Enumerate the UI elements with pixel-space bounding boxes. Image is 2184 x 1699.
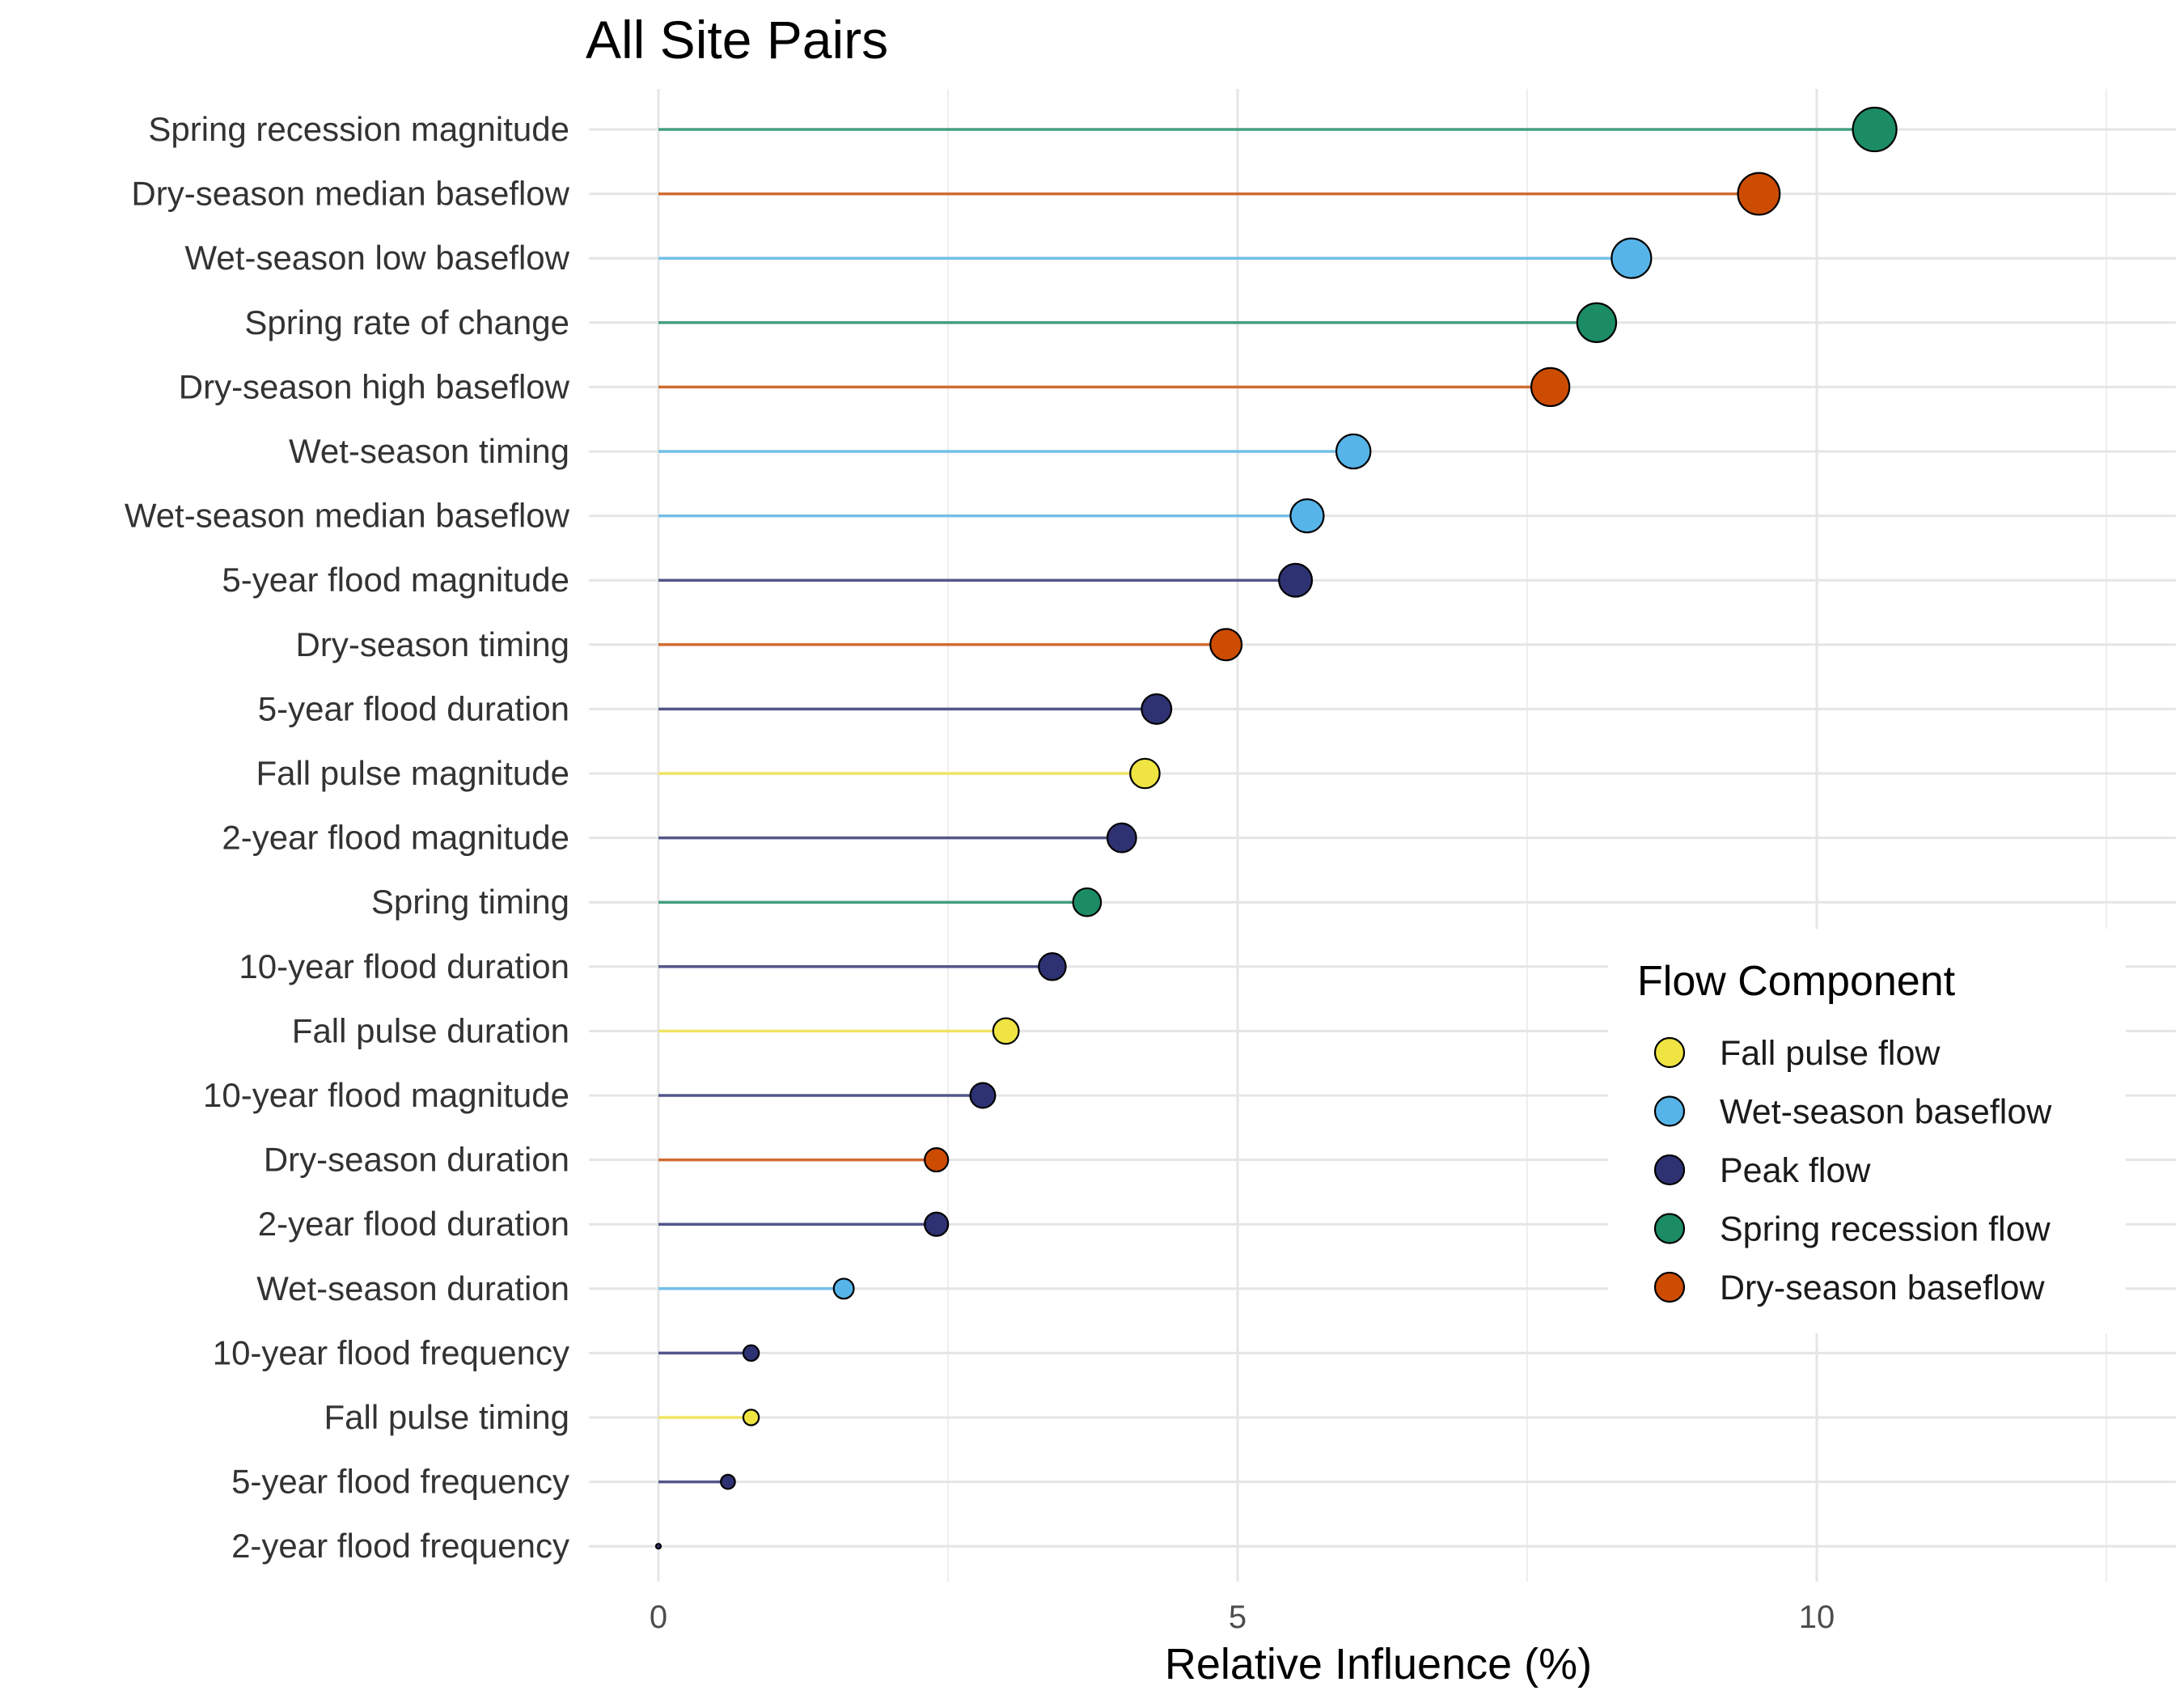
lollipop-dot [742, 1409, 760, 1426]
legend-background [1608, 929, 2126, 1333]
category-label: 5-year flood magnitude [222, 561, 569, 599]
legend-label: Spring recession flow [1720, 1210, 2051, 1249]
category-label: Spring rate of change [244, 303, 569, 341]
lollipop-dot [924, 1211, 950, 1237]
lollipop-dot [1038, 952, 1067, 981]
x-tick-label: 10 [1799, 1599, 1835, 1635]
category-label: 5-year flood duration [258, 689, 569, 727]
lollipop-dots [654, 106, 1898, 1550]
category-label: Fall pulse magnitude [256, 754, 569, 792]
lollipop-dot [1576, 302, 1618, 343]
lollipop-dot [1141, 693, 1173, 725]
lollipop-dot [654, 1543, 662, 1550]
category-label: 10-year flood duration [239, 947, 569, 985]
lollipop-dot [924, 1147, 950, 1173]
category-label: Spring recession magnitude [148, 110, 569, 148]
x-tick-label: 0 [650, 1599, 667, 1635]
lollipop-dot [1072, 887, 1103, 917]
lollipop-stems [658, 128, 1875, 1484]
category-label: Spring timing [371, 883, 569, 921]
category-label: 10-year flood magnitude [203, 1076, 569, 1114]
lollipop-dot [1289, 498, 1325, 534]
legend-key [1653, 1271, 1686, 1303]
lollipop-dot [1852, 106, 1898, 153]
legend: Flow Component Fall pulse flow Wet-season… [1608, 929, 2126, 1333]
grid [589, 89, 2176, 1582]
category-label: 2-year flood frequency [231, 1527, 569, 1565]
category-label: 2-year flood magnitude [222, 819, 569, 857]
category-label: Dry-season median baseflow [131, 175, 569, 213]
category-label: 10-year flood frequency [213, 1333, 569, 1371]
lollipop-dot [969, 1082, 997, 1109]
category-label: Fall pulse duration [292, 1011, 569, 1049]
lollipop-dot [832, 1277, 855, 1300]
category-label: Wet-season median baseflow [125, 497, 570, 535]
category-label: 2-year flood duration [258, 1205, 569, 1243]
legend-label: Wet-season baseflow [1720, 1093, 2052, 1132]
lollipop-dot [1610, 237, 1653, 279]
legend-label: Peak flow [1720, 1151, 1871, 1190]
lollipop-dot [1278, 562, 1314, 598]
category-labels: Spring recession magnitude Dry-season med… [125, 110, 570, 1565]
category-label: Wet-season duration [256, 1269, 569, 1307]
x-tick-label: 5 [1229, 1599, 1246, 1635]
legend-key [1653, 1154, 1686, 1186]
lollipop-dot [992, 1017, 1020, 1045]
category-label: Fall pulse timing [324, 1398, 569, 1436]
lollipop-dot [1106, 822, 1137, 854]
lollipop-dot [1209, 628, 1243, 662]
legend-key [1653, 1095, 1686, 1127]
lollipop-dot [1129, 757, 1161, 790]
lollipop-dot [1737, 172, 1781, 216]
category-label: Wet-season low baseflow [185, 239, 570, 277]
legend-key [1653, 1036, 1686, 1069]
category-label: Dry-season high baseflow [179, 367, 570, 405]
legend-key [1653, 1213, 1686, 1244]
x-axis-title: Relative Influence (%) [1165, 1640, 1592, 1688]
legend-label: Dry-season baseflow [1720, 1269, 2045, 1307]
lollipop-dot [1335, 433, 1372, 470]
legend-items: Fall pulse flow Wet-season baseflow Peak f… [1653, 1034, 2052, 1307]
category-label: Dry-season timing [296, 625, 569, 663]
lollipop-dot [720, 1473, 736, 1490]
category-label: Dry-season duration [264, 1141, 569, 1179]
x-tick-labels: 0510152025 [650, 1599, 1835, 1635]
lollipop-dot [742, 1344, 760, 1362]
category-label: Wet-season timing [289, 432, 569, 470]
legend-title: Flow Component [1637, 958, 1956, 1005]
chart-title: All Site Pairs [586, 10, 888, 70]
legend-label: Fall pulse flow [1720, 1034, 1941, 1073]
category-label: 5-year flood frequency [231, 1463, 569, 1501]
lollipop-dot [1530, 366, 1571, 408]
